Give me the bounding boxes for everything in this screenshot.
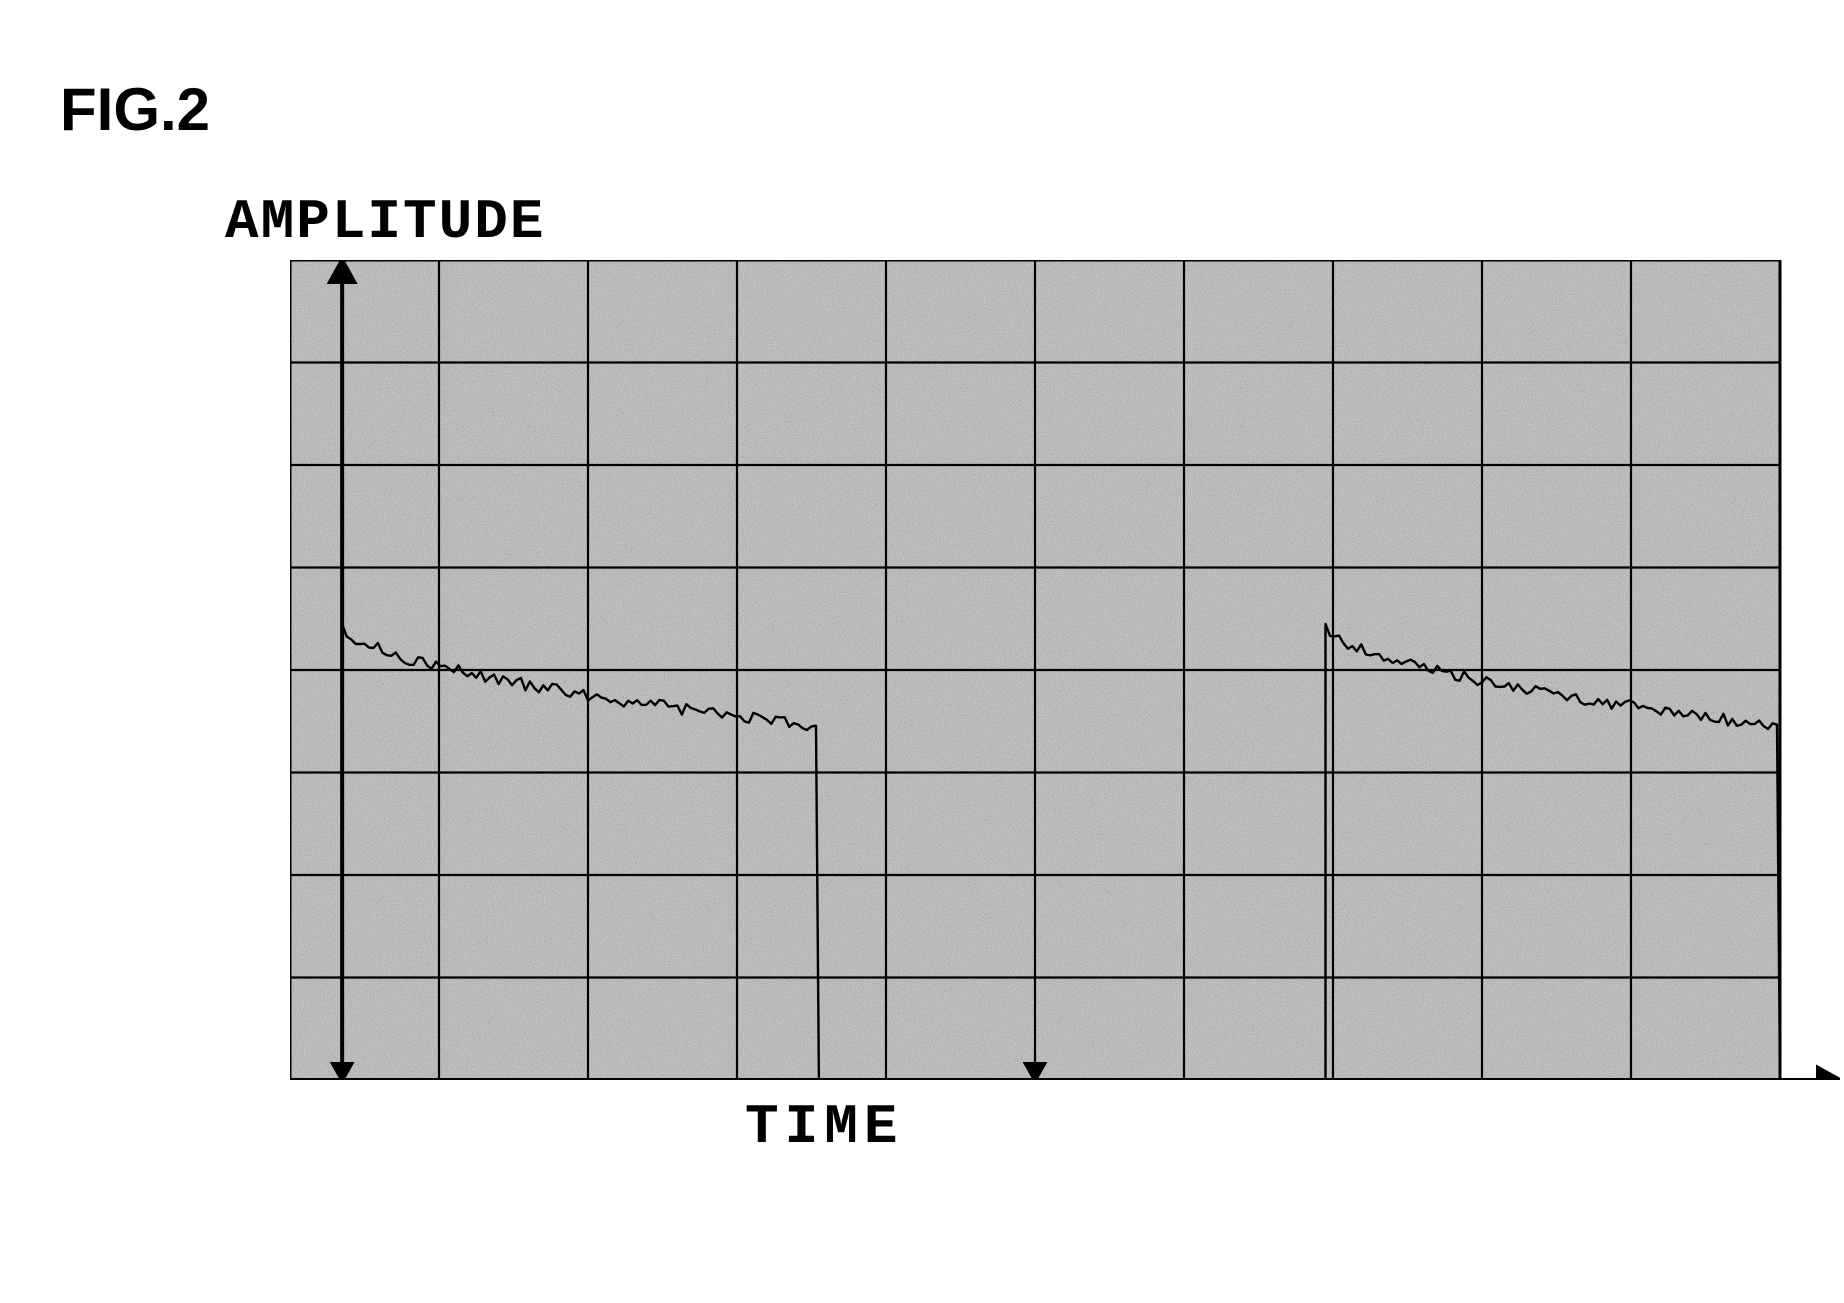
figure-label: FIG.2	[60, 75, 210, 144]
plot-svg	[290, 260, 1840, 1080]
x-axis-label: TIME	[745, 1095, 903, 1159]
y-axis-label: AMPLITUDE	[225, 190, 545, 254]
page: FIG.2 AMPLITUDE TIME	[0, 0, 1844, 1303]
oscilloscope-plot	[290, 260, 1780, 1080]
